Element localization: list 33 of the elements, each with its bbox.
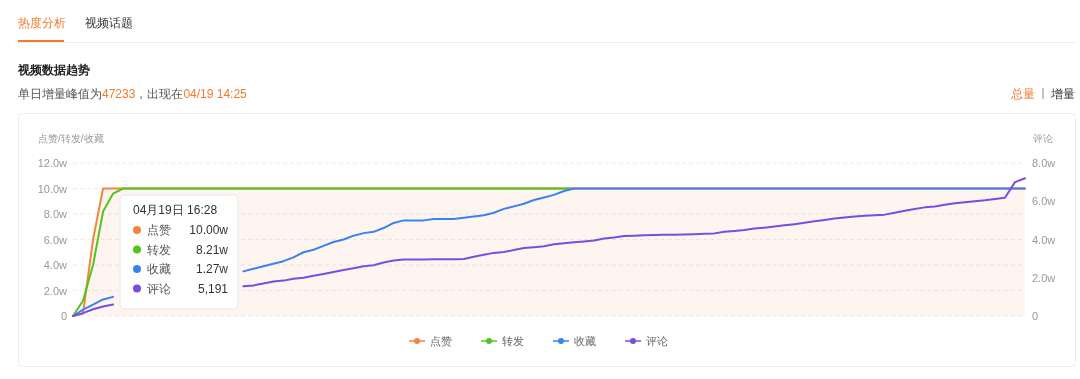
annotation: 10.00w [189, 223, 229, 237]
y2-tick-label: 0 [1032, 310, 1039, 322]
y2-tick-label: 4.0w [1032, 233, 1056, 246]
text: 热度分析 [18, 16, 66, 30]
legend-label: 收藏 [147, 262, 171, 276]
y-tick-label: 12.0w [37, 157, 68, 169]
legend-label: 评论 [147, 281, 171, 296]
chart-title: 视频数据趋势 [17, 63, 90, 77]
annotation: 1.27w [195, 262, 229, 276]
annotation: 5,191 [197, 281, 229, 296]
legend-label: 转发 [147, 242, 171, 257]
y2-axis-title: 评论 [1033, 133, 1053, 144]
y2-tick-label: 8.0w [1032, 157, 1056, 169]
text: 点赞 [430, 335, 452, 347]
text: 增量 [1050, 87, 1075, 101]
text: 评论 [646, 335, 668, 347]
y2-tick-label: 6.0w [1032, 195, 1056, 208]
y-tick-label: 8.0w [43, 208, 68, 220]
text: 总量 [1010, 87, 1035, 101]
y-tick-label: 6.0w [43, 233, 68, 246]
annotation: 04月19日 16:28 [133, 203, 218, 217]
y-tick-label: 0 [60, 310, 67, 322]
annotation: 8.21w [195, 242, 229, 257]
y-tick-label: 4.0w [43, 259, 68, 271]
y-tick-label: 2.0w [43, 284, 68, 297]
y2-tick-label: 2.0w [1032, 271, 1056, 284]
chart-subtitle: 单日增量峰值为47233，出现在04/19 14:25 [18, 87, 248, 101]
legend-label: 点赞 [147, 223, 171, 237]
y-tick-label: 10.0w [37, 182, 68, 195]
text: 视频话题 [85, 16, 133, 30]
y-axis-title: 点赞/转发/收藏 [38, 133, 104, 144]
text: 转发 [502, 335, 524, 347]
text: 收藏 [574, 335, 596, 347]
